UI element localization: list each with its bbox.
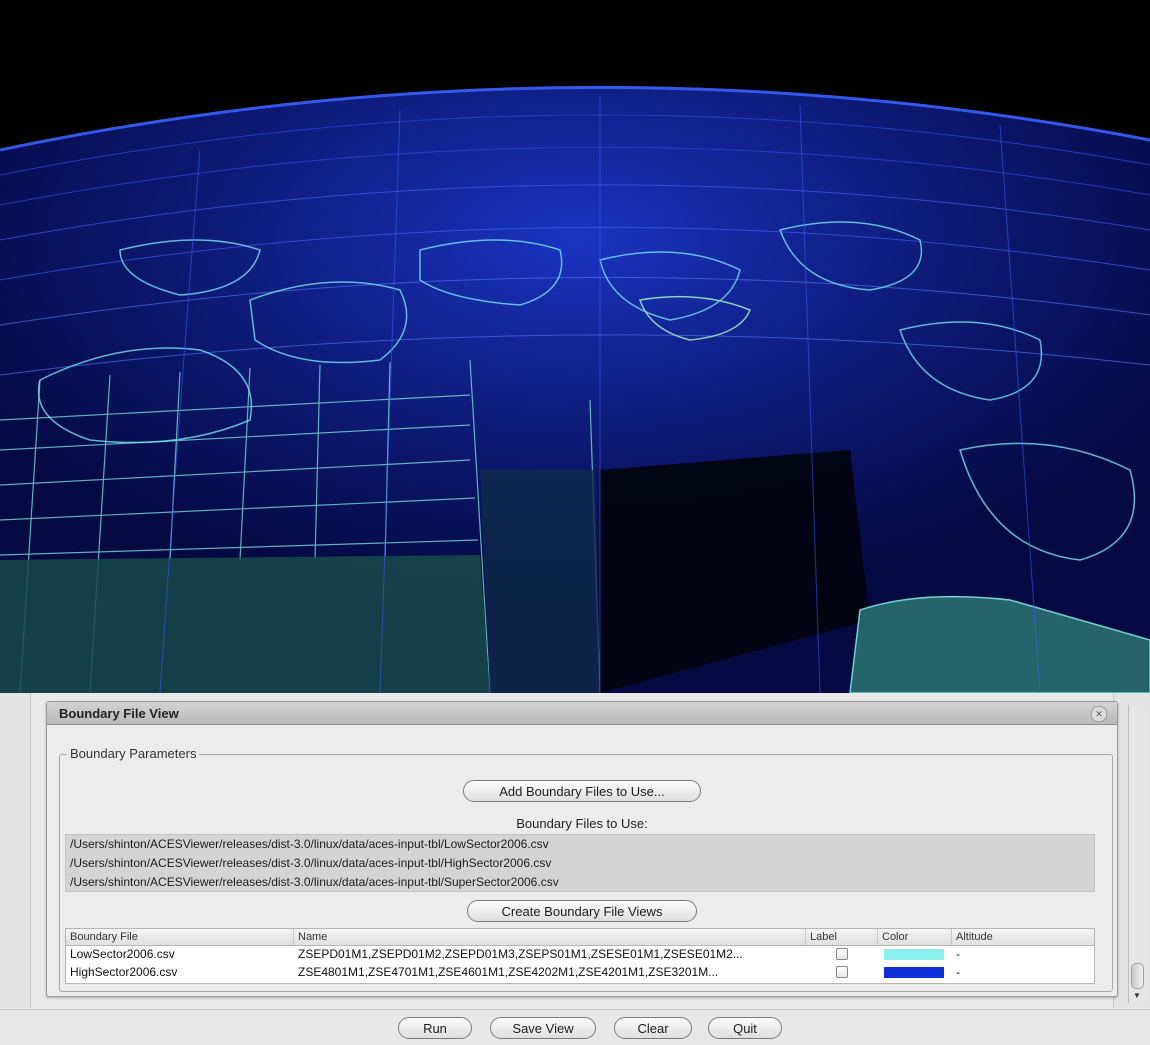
boundary-table: Boundary File Name Label Color Altitude … [65, 928, 1095, 984]
color-swatch[interactable] [884, 967, 944, 978]
boundary-visualization[interactable] [0, 0, 1150, 693]
cell-name: ZSEPD01M1,ZSEPD01M2,ZSEPD01M3,ZSEPS01M1,… [298, 947, 743, 961]
region-lower-left [0, 555, 490, 693]
column-header-boundary-file[interactable]: Boundary File [66, 929, 294, 945]
table-header: Boundary File Name Label Color Altitude [66, 929, 1094, 946]
quit-button[interactable]: Quit [708, 1017, 782, 1039]
boundary-file-view-frame: Boundary File View ✕ Boundary Parameters… [46, 701, 1118, 997]
left-gutter [0, 693, 31, 1008]
region-lower-right [849, 595, 1150, 693]
boundary-files-list[interactable]: /Users/shinton/ACESViewer/releases/dist-… [65, 834, 1095, 892]
boundary-parameters-label: Boundary Parameters [67, 746, 200, 761]
label-checkbox[interactable] [836, 948, 848, 960]
cell-name: ZSE4801M1,ZSE4701M1,ZSE4601M1,ZSE4202M1,… [298, 965, 719, 979]
boundary-file-item[interactable]: /Users/shinton/ACESViewer/releases/dist-… [70, 837, 549, 851]
save-view-button[interactable]: Save View [490, 1017, 596, 1039]
boundary-files-label: Boundary Files to Use: [516, 816, 648, 831]
scroll-down-icon[interactable]: ▼ [1133, 991, 1141, 1000]
create-boundary-file-views-button[interactable]: Create Boundary File Views [467, 900, 697, 922]
column-header-color[interactable]: Color [878, 929, 952, 945]
add-boundary-files-button[interactable]: Add Boundary Files to Use... [463, 780, 701, 802]
close-icon[interactable]: ✕ [1091, 706, 1107, 722]
clear-button[interactable]: Clear [614, 1017, 692, 1039]
boundary-file-item[interactable]: /Users/shinton/ACESViewer/releases/dist-… [70, 856, 552, 870]
scrollbar-thumb[interactable] [1131, 963, 1144, 989]
horizon-line [0, 85, 1150, 152]
vertical-scrollbar[interactable]: ▼ [1128, 705, 1145, 1003]
cell-altitude[interactable]: - [956, 947, 960, 961]
cell-altitude[interactable]: - [956, 965, 960, 979]
button-bar: Run Save View Clear Quit [0, 1009, 1150, 1045]
column-header-name[interactable]: Name [294, 929, 806, 945]
frame-title-bar[interactable]: Boundary File View ✕ [47, 702, 1117, 725]
boundary-parameters-group [59, 754, 1113, 992]
boundary-file-item[interactable]: /Users/shinton/ACESViewer/releases/dist-… [70, 875, 559, 889]
table-row[interactable]: LowSector2006.csv ZSEPD01M1,ZSEPD01M2,ZS… [66, 946, 1094, 963]
table-row[interactable]: HighSector2006.csv ZSE4801M1,ZSE4701M1,Z… [66, 964, 1094, 981]
run-button[interactable]: Run [398, 1017, 472, 1039]
frame-title: Boundary File View [59, 706, 179, 721]
label-checkbox[interactable] [836, 966, 848, 978]
column-header-label[interactable]: Label [806, 929, 878, 945]
column-header-altitude[interactable]: Altitude [956, 931, 993, 943]
cell-boundary-file: HighSector2006.csv [70, 965, 178, 979]
panel-area: Boundary File View ✕ Boundary Parameters… [0, 693, 1150, 1045]
cell-boundary-file: LowSector2006.csv [70, 947, 175, 961]
globe-surface [0, 87, 1150, 693]
globe-view[interactable] [0, 0, 1150, 693]
color-swatch[interactable] [884, 949, 944, 960]
